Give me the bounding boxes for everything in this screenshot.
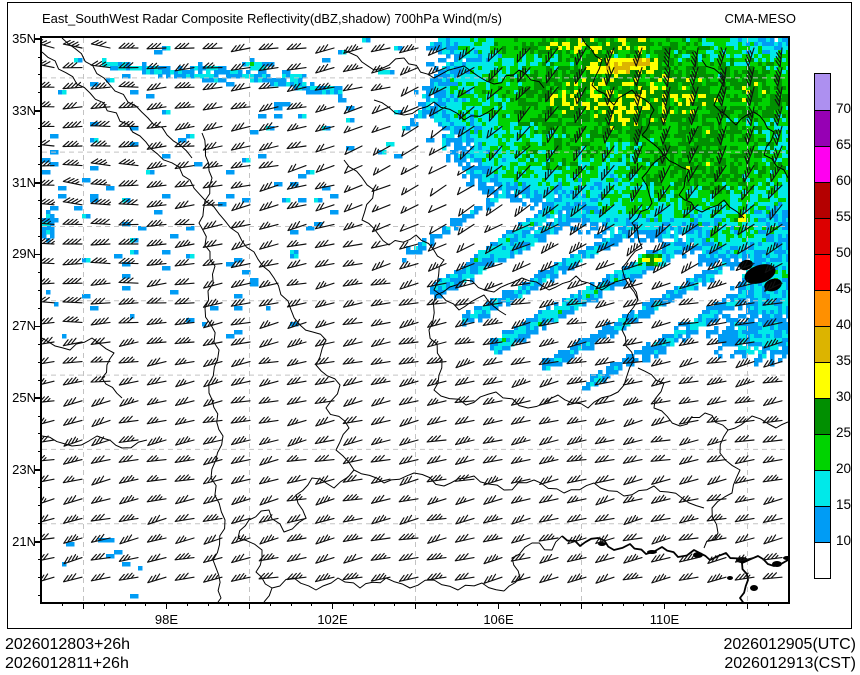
valid-time-utc: 2026012905(UTC) (723, 636, 856, 653)
colorbar-tick-label: 40 (836, 316, 852, 332)
province-border (237, 537, 273, 602)
province-border (503, 535, 563, 592)
colorbar-swatch-stack (814, 73, 831, 579)
colorbar-swatch (815, 182, 830, 218)
map-canvas (42, 38, 788, 602)
colorbar-tick-label: 30 (836, 388, 852, 404)
colorbar-swatch (815, 506, 830, 542)
colorbar-tick-label: 45 (836, 280, 852, 296)
island (598, 542, 606, 546)
colorbar-tick-label: 50 (836, 244, 852, 260)
wind-barbs (42, 39, 783, 584)
island (647, 550, 657, 554)
colorbar-swatch (815, 146, 830, 182)
latlon-gridline-layer (42, 38, 788, 602)
colorbar-tick-label: 20 (836, 460, 852, 476)
province-border (621, 154, 665, 301)
colorbar-swatch (815, 110, 830, 146)
colorbar-swatch (815, 290, 830, 326)
province-border (435, 275, 630, 296)
colorbar-swatch (815, 254, 830, 290)
plot-title: East_SouthWest Radar Composite Reflectiv… (42, 11, 503, 26)
reflectivity-colorbar: 70 65 60 55 50 45 40 35 30 25 20 15 10 (814, 73, 851, 579)
wind-barb-layer (42, 39, 783, 584)
colorbar-tick-label: 65 (836, 136, 852, 152)
map-panel (40, 36, 790, 604)
island (750, 585, 758, 591)
colorbar-swatch (815, 74, 830, 110)
province-border (42, 435, 148, 449)
province-border (353, 469, 705, 509)
colorbar-tick-label: 25 (836, 424, 852, 440)
province-border (61, 38, 193, 159)
province-border (42, 337, 123, 399)
colorbar-swatch (815, 470, 830, 506)
colorbar-tick-label: 10 (836, 532, 852, 548)
island (693, 552, 703, 558)
island (783, 556, 788, 560)
plot-outer-frame (7, 2, 852, 629)
island (727, 576, 733, 580)
colorbar-tick-label: 15 (836, 496, 852, 512)
colorbar-swatch (815, 434, 830, 470)
province-border (727, 415, 788, 431)
init-time-line2: 2026012811+26h (5, 655, 129, 672)
colorbar-tick-label: 70 (836, 100, 852, 116)
colorbar-swatch (815, 362, 830, 398)
colorbar-tick-label: 55 (836, 208, 852, 224)
valid-time-cst: 2026012913(CST) (724, 655, 856, 672)
province-border (373, 99, 495, 121)
colorbar-tick-label: 60 (836, 172, 852, 188)
province-border (271, 577, 505, 592)
colorbar-swatch (815, 398, 830, 434)
province-border (198, 132, 226, 602)
lake (744, 264, 776, 284)
model-name-label: CMA-MESO (724, 11, 797, 26)
radar-reflectivity-layer (42, 38, 788, 599)
island (772, 561, 782, 567)
colorbar-swatch (815, 542, 830, 578)
init-time-line1: 2026012803+26h (5, 636, 131, 653)
colorbar-swatch (815, 218, 830, 254)
colorbar-swatch (815, 326, 830, 362)
coastline (561, 535, 788, 567)
province-border (237, 324, 355, 539)
colorbar-tick-label: 35 (836, 352, 852, 368)
province-border (42, 51, 301, 326)
